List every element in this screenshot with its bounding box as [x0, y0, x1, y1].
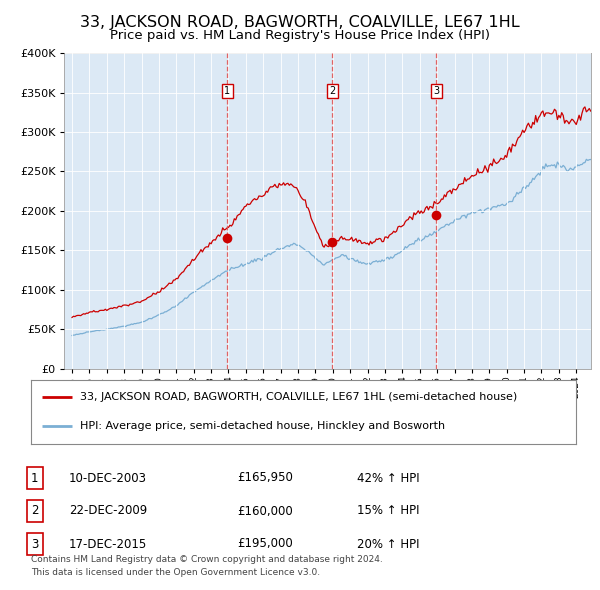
Text: Contains HM Land Registry data © Crown copyright and database right 2024.: Contains HM Land Registry data © Crown c…: [31, 555, 383, 564]
Text: 17-DEC-2015: 17-DEC-2015: [69, 537, 147, 550]
Text: 1: 1: [224, 86, 230, 96]
Text: Price paid vs. HM Land Registry's House Price Index (HPI): Price paid vs. HM Land Registry's House …: [110, 30, 490, 42]
Text: HPI: Average price, semi-detached house, Hinckley and Bosworth: HPI: Average price, semi-detached house,…: [80, 421, 445, 431]
Text: 10-DEC-2003: 10-DEC-2003: [69, 471, 147, 484]
Text: £195,000: £195,000: [237, 537, 293, 550]
Text: 3: 3: [31, 537, 38, 550]
Text: 20% ↑ HPI: 20% ↑ HPI: [357, 537, 419, 550]
Text: 1: 1: [31, 471, 38, 484]
Text: 22-DEC-2009: 22-DEC-2009: [69, 504, 147, 517]
Text: 33, JACKSON ROAD, BAGWORTH, COALVILLE, LE67 1HL (semi-detached house): 33, JACKSON ROAD, BAGWORTH, COALVILLE, L…: [80, 392, 517, 402]
Text: 2: 2: [329, 86, 335, 96]
Text: 33, JACKSON ROAD, BAGWORTH, COALVILLE, LE67 1HL: 33, JACKSON ROAD, BAGWORTH, COALVILLE, L…: [80, 15, 520, 30]
Text: 15% ↑ HPI: 15% ↑ HPI: [357, 504, 419, 517]
Text: This data is licensed under the Open Government Licence v3.0.: This data is licensed under the Open Gov…: [31, 568, 320, 577]
Text: £160,000: £160,000: [237, 504, 293, 517]
Text: 3: 3: [433, 86, 439, 96]
Text: 2: 2: [31, 504, 38, 517]
Text: 42% ↑ HPI: 42% ↑ HPI: [357, 471, 419, 484]
Text: £165,950: £165,950: [237, 471, 293, 484]
